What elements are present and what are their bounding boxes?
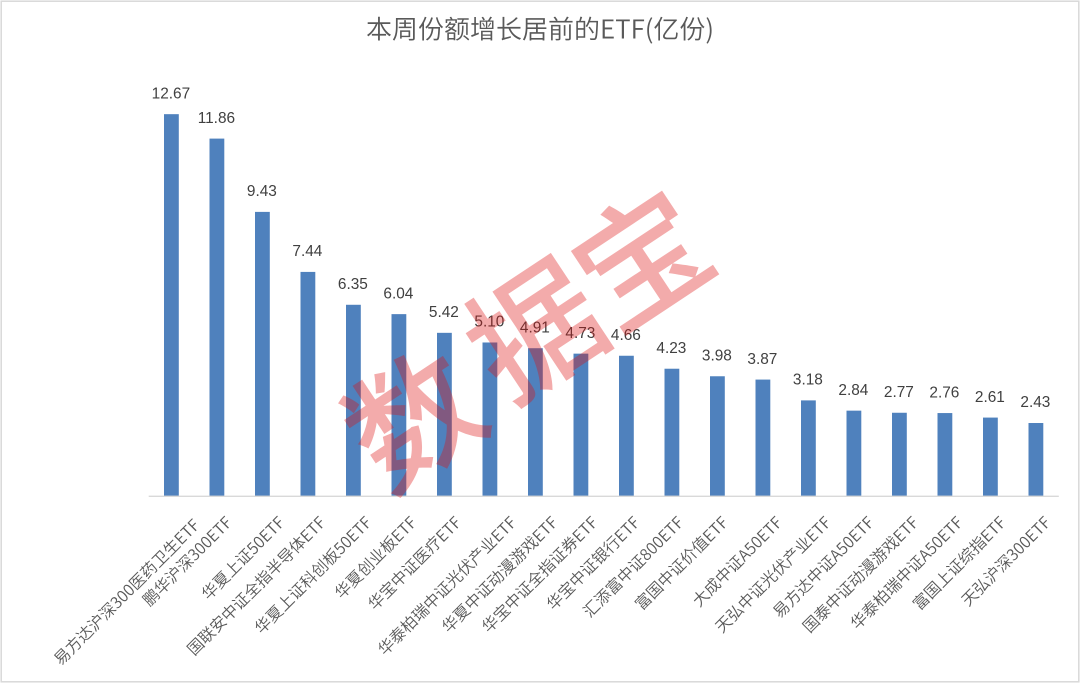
svg-text:3.87: 3.87: [747, 351, 777, 368]
svg-text:5.42: 5.42: [429, 304, 459, 321]
svg-text:6.04: 6.04: [383, 285, 413, 302]
svg-text:2.43: 2.43: [1020, 394, 1050, 411]
svg-text:11.86: 11.86: [198, 110, 235, 127]
svg-text:12.67: 12.67: [152, 85, 191, 102]
svg-text:3.98: 3.98: [702, 347, 732, 364]
svg-text:2.77: 2.77: [884, 384, 914, 401]
svg-text:4.23: 4.23: [656, 340, 686, 357]
svg-text:9.43: 9.43: [247, 183, 277, 200]
svg-text:2.61: 2.61: [975, 389, 1005, 406]
svg-text:2.76: 2.76: [929, 384, 959, 401]
svg-text:6.35: 6.35: [338, 276, 368, 293]
svg-text:3.18: 3.18: [793, 372, 823, 389]
svg-text:7.44: 7.44: [292, 243, 322, 260]
svg-text:2.84: 2.84: [838, 382, 868, 399]
